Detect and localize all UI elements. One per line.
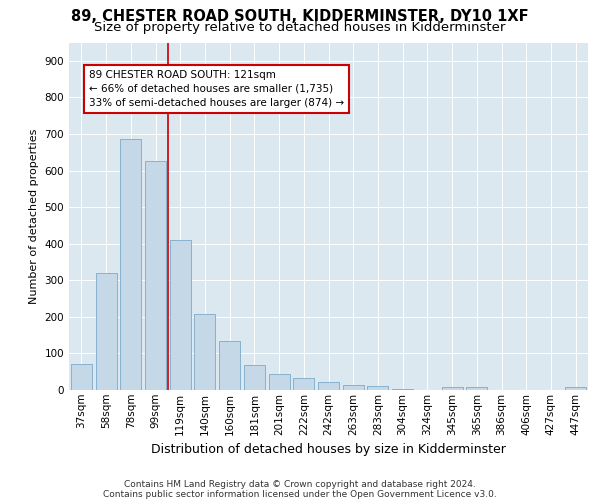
Y-axis label: Number of detached properties: Number of detached properties (29, 128, 39, 304)
Bar (120, 140, 141, 390)
Bar (367, 386, 388, 390)
Bar (71, 364, 92, 390)
Bar (565, 387, 586, 390)
Text: 89, CHESTER ROAD SOUTH, KIDDERMINSTER, DY10 1XF: 89, CHESTER ROAD SOUTH, KIDDERMINSTER, D… (71, 9, 529, 24)
Bar (269, 374, 290, 390)
Bar (170, 240, 191, 390)
Bar (442, 387, 463, 390)
X-axis label: Distribution of detached houses by size in Kidderminster: Distribution of detached houses by size … (151, 443, 506, 456)
Bar (194, 314, 215, 390)
Text: Contains HM Land Registry data © Crown copyright and database right 2024.
Contai: Contains HM Land Registry data © Crown c… (103, 480, 497, 499)
Bar (466, 387, 487, 390)
Bar (145, 162, 166, 390)
Bar (318, 382, 339, 390)
Text: 89 CHESTER ROAD SOUTH: 121sqm
← 66% of detached houses are smaller (1,735)
33% o: 89 CHESTER ROAD SOUTH: 121sqm ← 66% of d… (89, 70, 344, 108)
Bar (219, 340, 240, 390)
Text: Size of property relative to detached houses in Kidderminster: Size of property relative to detached ho… (94, 21, 506, 34)
Bar (244, 365, 265, 390)
Bar (95, 273, 116, 390)
Bar (293, 378, 314, 390)
Bar (343, 385, 364, 390)
